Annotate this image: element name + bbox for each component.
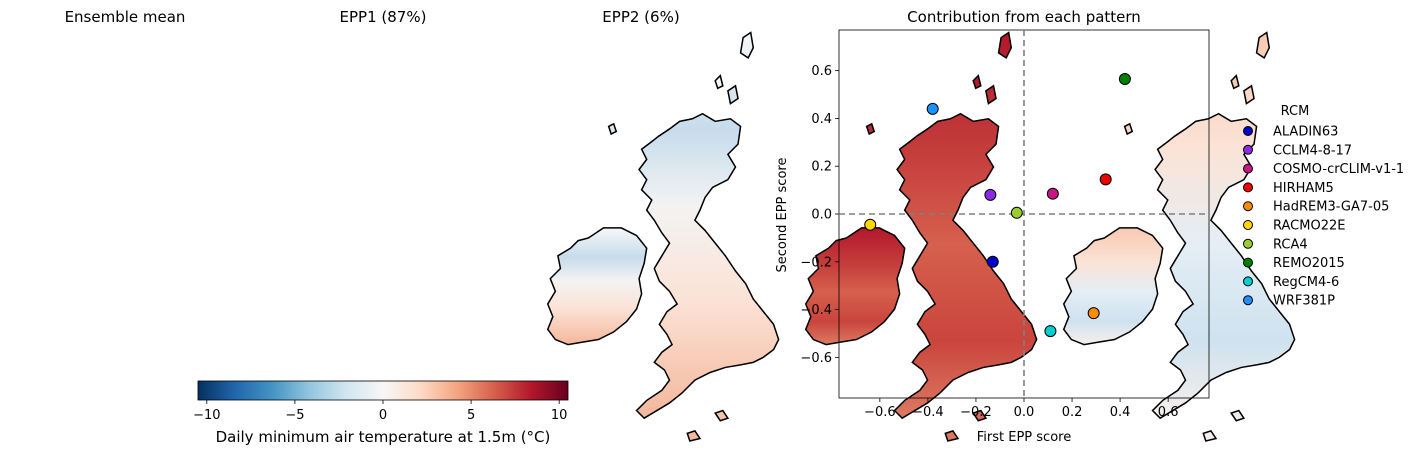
colorbar-ticks: −10 −5 0 5 10 [193, 400, 567, 423]
scatter-plot: −0.6 −0.4 −0.2 0.0 0.2 0.4 0.6 −0.6 −0.4 −0.2 0.0… [800, 29, 1210, 420]
colorbar-tick-label: −5 [285, 408, 304, 423]
legend-marker [1243, 144, 1253, 155]
x-tick-label: −0.4 [912, 405, 944, 420]
scatter-title: Contribution from each pattern [907, 8, 1141, 26]
legend-label: RCA4 [1273, 237, 1308, 252]
point-regcm4-6 [1044, 325, 1057, 338]
map-title-ensemble-mean: Ensemble mean [65, 8, 186, 26]
x-tick-label: −0.6 [864, 405, 896, 420]
legend-label: HadREM3-GA7-05 [1273, 200, 1389, 215]
legend-marker [1243, 182, 1253, 193]
legend-marker [1243, 257, 1253, 268]
legend-label: WRF381P [1273, 294, 1335, 309]
scatter-points [864, 72, 1131, 338]
point-cclm4-8-17 [984, 188, 997, 201]
y-tick-label: 0.6 [811, 64, 832, 79]
x-tick-label: 0.4 [1110, 405, 1131, 420]
legend-label: COSMO-crCLIM-v1-1 [1273, 162, 1404, 177]
colorbar-tick-label: 5 [467, 408, 475, 423]
x-tick-label: 0.2 [1062, 405, 1083, 420]
x-axis-label: First EPP score [977, 430, 1071, 445]
map-ensemble-mean [547, 31, 780, 442]
colorbar-tick-label: −10 [193, 408, 220, 423]
legend-label: REMO2015 [1273, 256, 1345, 271]
colorbar: −10 −5 0 5 10 Daily minimum air temperature … [193, 380, 569, 446]
legend-label: ALADIN63 [1273, 125, 1338, 140]
legend-label: RegCM4-6 [1273, 275, 1339, 290]
legend: RCM ALADIN63 CCLM4-8-17 COSMO-crCLIM-v1-1 H… [1243, 104, 1404, 309]
y-tick-label: 0.4 [811, 112, 832, 127]
x-tick-label: 0.0 [1014, 405, 1035, 420]
point-hirham5 [1099, 173, 1112, 186]
point-remo2015 [1118, 72, 1131, 85]
x-ticks: −0.6 −0.4 −0.2 0.0 0.2 0.4 0.6 [864, 398, 1178, 420]
legend-label: HIRHAM5 [1273, 181, 1334, 196]
legend-title: RCM [1281, 104, 1310, 119]
legend-marker [1243, 276, 1253, 287]
x-tick-label: −0.2 [960, 405, 992, 420]
y-tick-label: −0.6 [800, 351, 832, 366]
legend-label: CCLM4-8-17 [1273, 143, 1352, 158]
y-tick-label: 0.2 [811, 160, 832, 175]
legend-marker [1243, 238, 1253, 249]
y-tick-label: −0.2 [800, 255, 832, 270]
x-tick-label: 0.6 [1158, 405, 1179, 420]
y-axis-label: Second EPP score [775, 158, 790, 273]
legend-marker [1243, 295, 1253, 306]
colorbar-tick-label: 0 [379, 408, 387, 423]
y-tick-label: 0.0 [811, 208, 832, 223]
point-wrf381p [926, 102, 939, 115]
point-aladin63 [986, 255, 999, 268]
colorbar-tick-label: 10 [551, 408, 568, 423]
colorbar-gradient [197, 380, 569, 401]
legend-marker [1243, 163, 1253, 174]
point-racmo22e [864, 218, 877, 231]
map-title-epp1: EPP1 (87%) [340, 8, 427, 26]
map-epp2 [1063, 31, 1296, 442]
y-tick-label: −0.4 [800, 303, 832, 318]
point-rca4 [1010, 206, 1023, 219]
legend-label: RACMO22E [1273, 219, 1345, 234]
legend-marker [1243, 126, 1253, 136]
map-title-epp2: EPP2 (6%) [602, 8, 679, 26]
y-ticks: −0.6 −0.4 −0.2 0.0 0.2 0.4 0.6 [800, 64, 839, 366]
point-hadrem3-ga7-05 [1087, 307, 1100, 320]
colorbar-label: Daily minimum air temperature at 1.5m (°… [216, 428, 551, 446]
map-epp1 [805, 31, 1038, 442]
legend-marker [1243, 220, 1253, 230]
point-cosmo-crclim-v1-1 [1046, 187, 1059, 200]
legend-marker [1243, 201, 1253, 212]
